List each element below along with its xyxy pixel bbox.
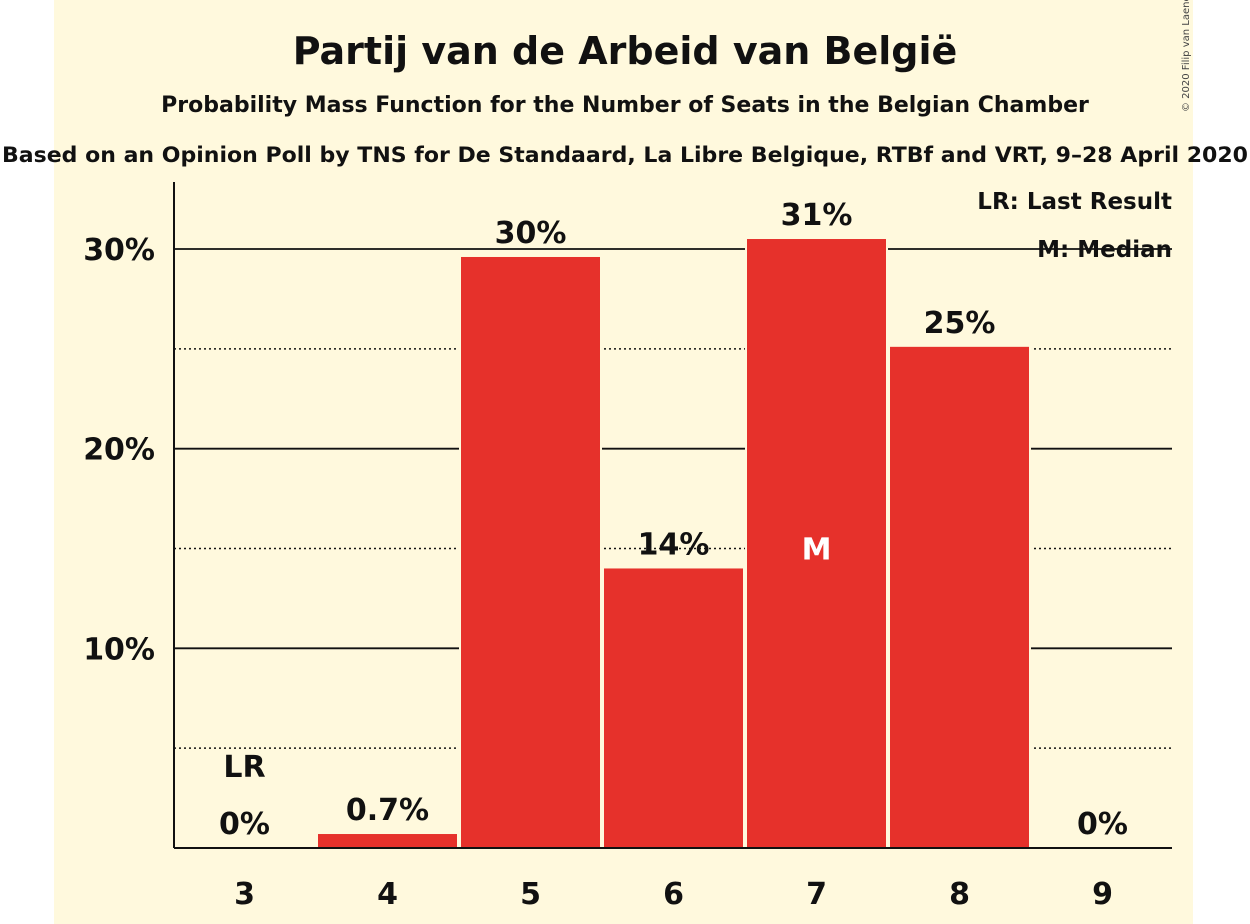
chart-title: Partij van de Arbeid van België bbox=[293, 29, 958, 73]
value-label-7: 31% bbox=[781, 198, 853, 233]
value-label-5: 30% bbox=[495, 216, 567, 251]
axes bbox=[173, 182, 1172, 849]
copyright-text: © 2020 Filip van Laenen bbox=[1181, 0, 1192, 112]
value-label-9: 0% bbox=[1077, 807, 1128, 842]
x-tick-label: 8 bbox=[949, 877, 970, 912]
legend-median: M: Median bbox=[1037, 237, 1172, 263]
bar-6 bbox=[604, 568, 743, 848]
y-tick-label: 10% bbox=[83, 632, 155, 667]
legend-last-result: LR: Last Result bbox=[977, 189, 1172, 215]
x-tick-label: 5 bbox=[520, 877, 541, 912]
value-label-4: 0.7% bbox=[346, 793, 429, 828]
legend: LR: Last Result M: Median bbox=[977, 189, 1172, 263]
bar-4 bbox=[318, 834, 457, 848]
value-label-3: 0% bbox=[219, 807, 270, 842]
y-tick-label: 20% bbox=[83, 433, 155, 468]
value-labels: 0% 3 LR 0.7% 4 30% 5 14% 6 31% 7 M 25% 8 0% 9 bbox=[219, 198, 1128, 912]
bar-7 bbox=[747, 239, 886, 848]
x-tick-label: 6 bbox=[663, 877, 684, 912]
bar-8 bbox=[890, 346, 1029, 848]
chart-subtitle: Probability Mass Function for the Number… bbox=[161, 93, 1089, 118]
chart-source: Based on an Opinion Poll by TNS for De S… bbox=[2, 143, 1248, 167]
value-label-6: 14% bbox=[638, 527, 710, 562]
x-tick-label: 9 bbox=[1092, 877, 1113, 912]
value-label-8: 25% bbox=[924, 306, 996, 341]
x-tick-label: 7 bbox=[806, 877, 827, 912]
median-marker: M bbox=[802, 533, 832, 568]
x-tick-label: 3 bbox=[234, 877, 255, 912]
bar-5 bbox=[461, 256, 600, 848]
bars bbox=[316, 237, 1031, 848]
y-tick-label: 30% bbox=[83, 233, 155, 268]
last-result-marker: LR bbox=[223, 750, 265, 785]
x-tick-label: 4 bbox=[377, 877, 398, 912]
